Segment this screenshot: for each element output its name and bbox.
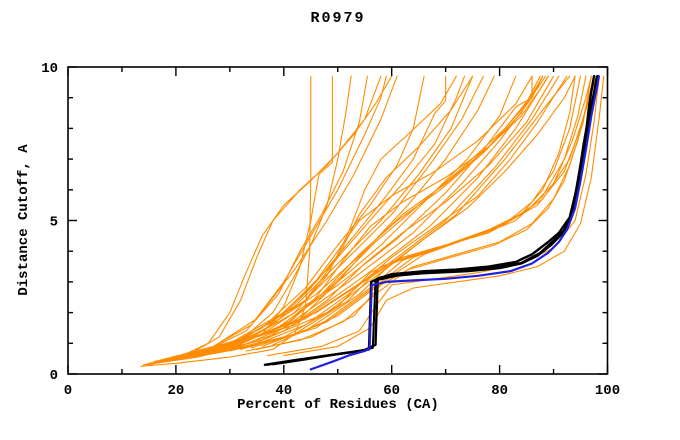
curve-orange-33	[267, 75, 600, 357]
y-tick-label: 0	[50, 368, 58, 384]
curve-orange-37	[229, 75, 555, 350]
curve-orange-15	[159, 75, 457, 363]
curve-orange-22	[213, 75, 571, 354]
curve-orange-30	[272, 75, 598, 346]
curve-orange-6	[153, 75, 398, 363]
y-tick-label: 5	[50, 215, 58, 231]
curve-orange-36	[202, 75, 544, 357]
x-tick-label: 100	[595, 383, 620, 399]
x-tick-label: 80	[491, 383, 508, 399]
curve-orange-4	[148, 75, 368, 364]
curve-orange-17	[186, 75, 517, 358]
plot-frame	[67, 66, 609, 375]
curve-orange-24	[196, 75, 576, 357]
x-tick-label: 20	[167, 383, 184, 399]
curve-orange-5	[151, 75, 387, 364]
curve-orange-38	[153, 75, 549, 364]
curve-orange-7	[142, 75, 382, 366]
curve-orange-32	[245, 75, 595, 352]
curve-orange-27	[240, 75, 587, 350]
curve-orange-13	[175, 75, 484, 360]
curve-orange-10	[159, 75, 447, 363]
y-tick-label: 10	[41, 61, 58, 77]
curve-blue-1	[309, 75, 601, 371]
curve-orange-2	[142, 75, 333, 366]
curve-orange-11	[164, 75, 466, 361]
curve-orange-3	[145, 75, 352, 366]
curve-orange-8	[148, 75, 393, 366]
x-tick-label: 40	[275, 383, 292, 399]
curve-orange-40	[180, 75, 547, 360]
x-axis-label: Percent of Residues (CA)	[237, 397, 439, 413]
chart-title: R0979	[310, 10, 366, 27]
curve-orange-35	[175, 75, 533, 360]
x-tick-label: 60	[383, 383, 400, 399]
curve-orange-20	[202, 75, 549, 355]
x-tick-label: 0	[64, 383, 72, 399]
curve-orange-23	[186, 75, 568, 360]
curve-orange-21	[207, 75, 560, 354]
